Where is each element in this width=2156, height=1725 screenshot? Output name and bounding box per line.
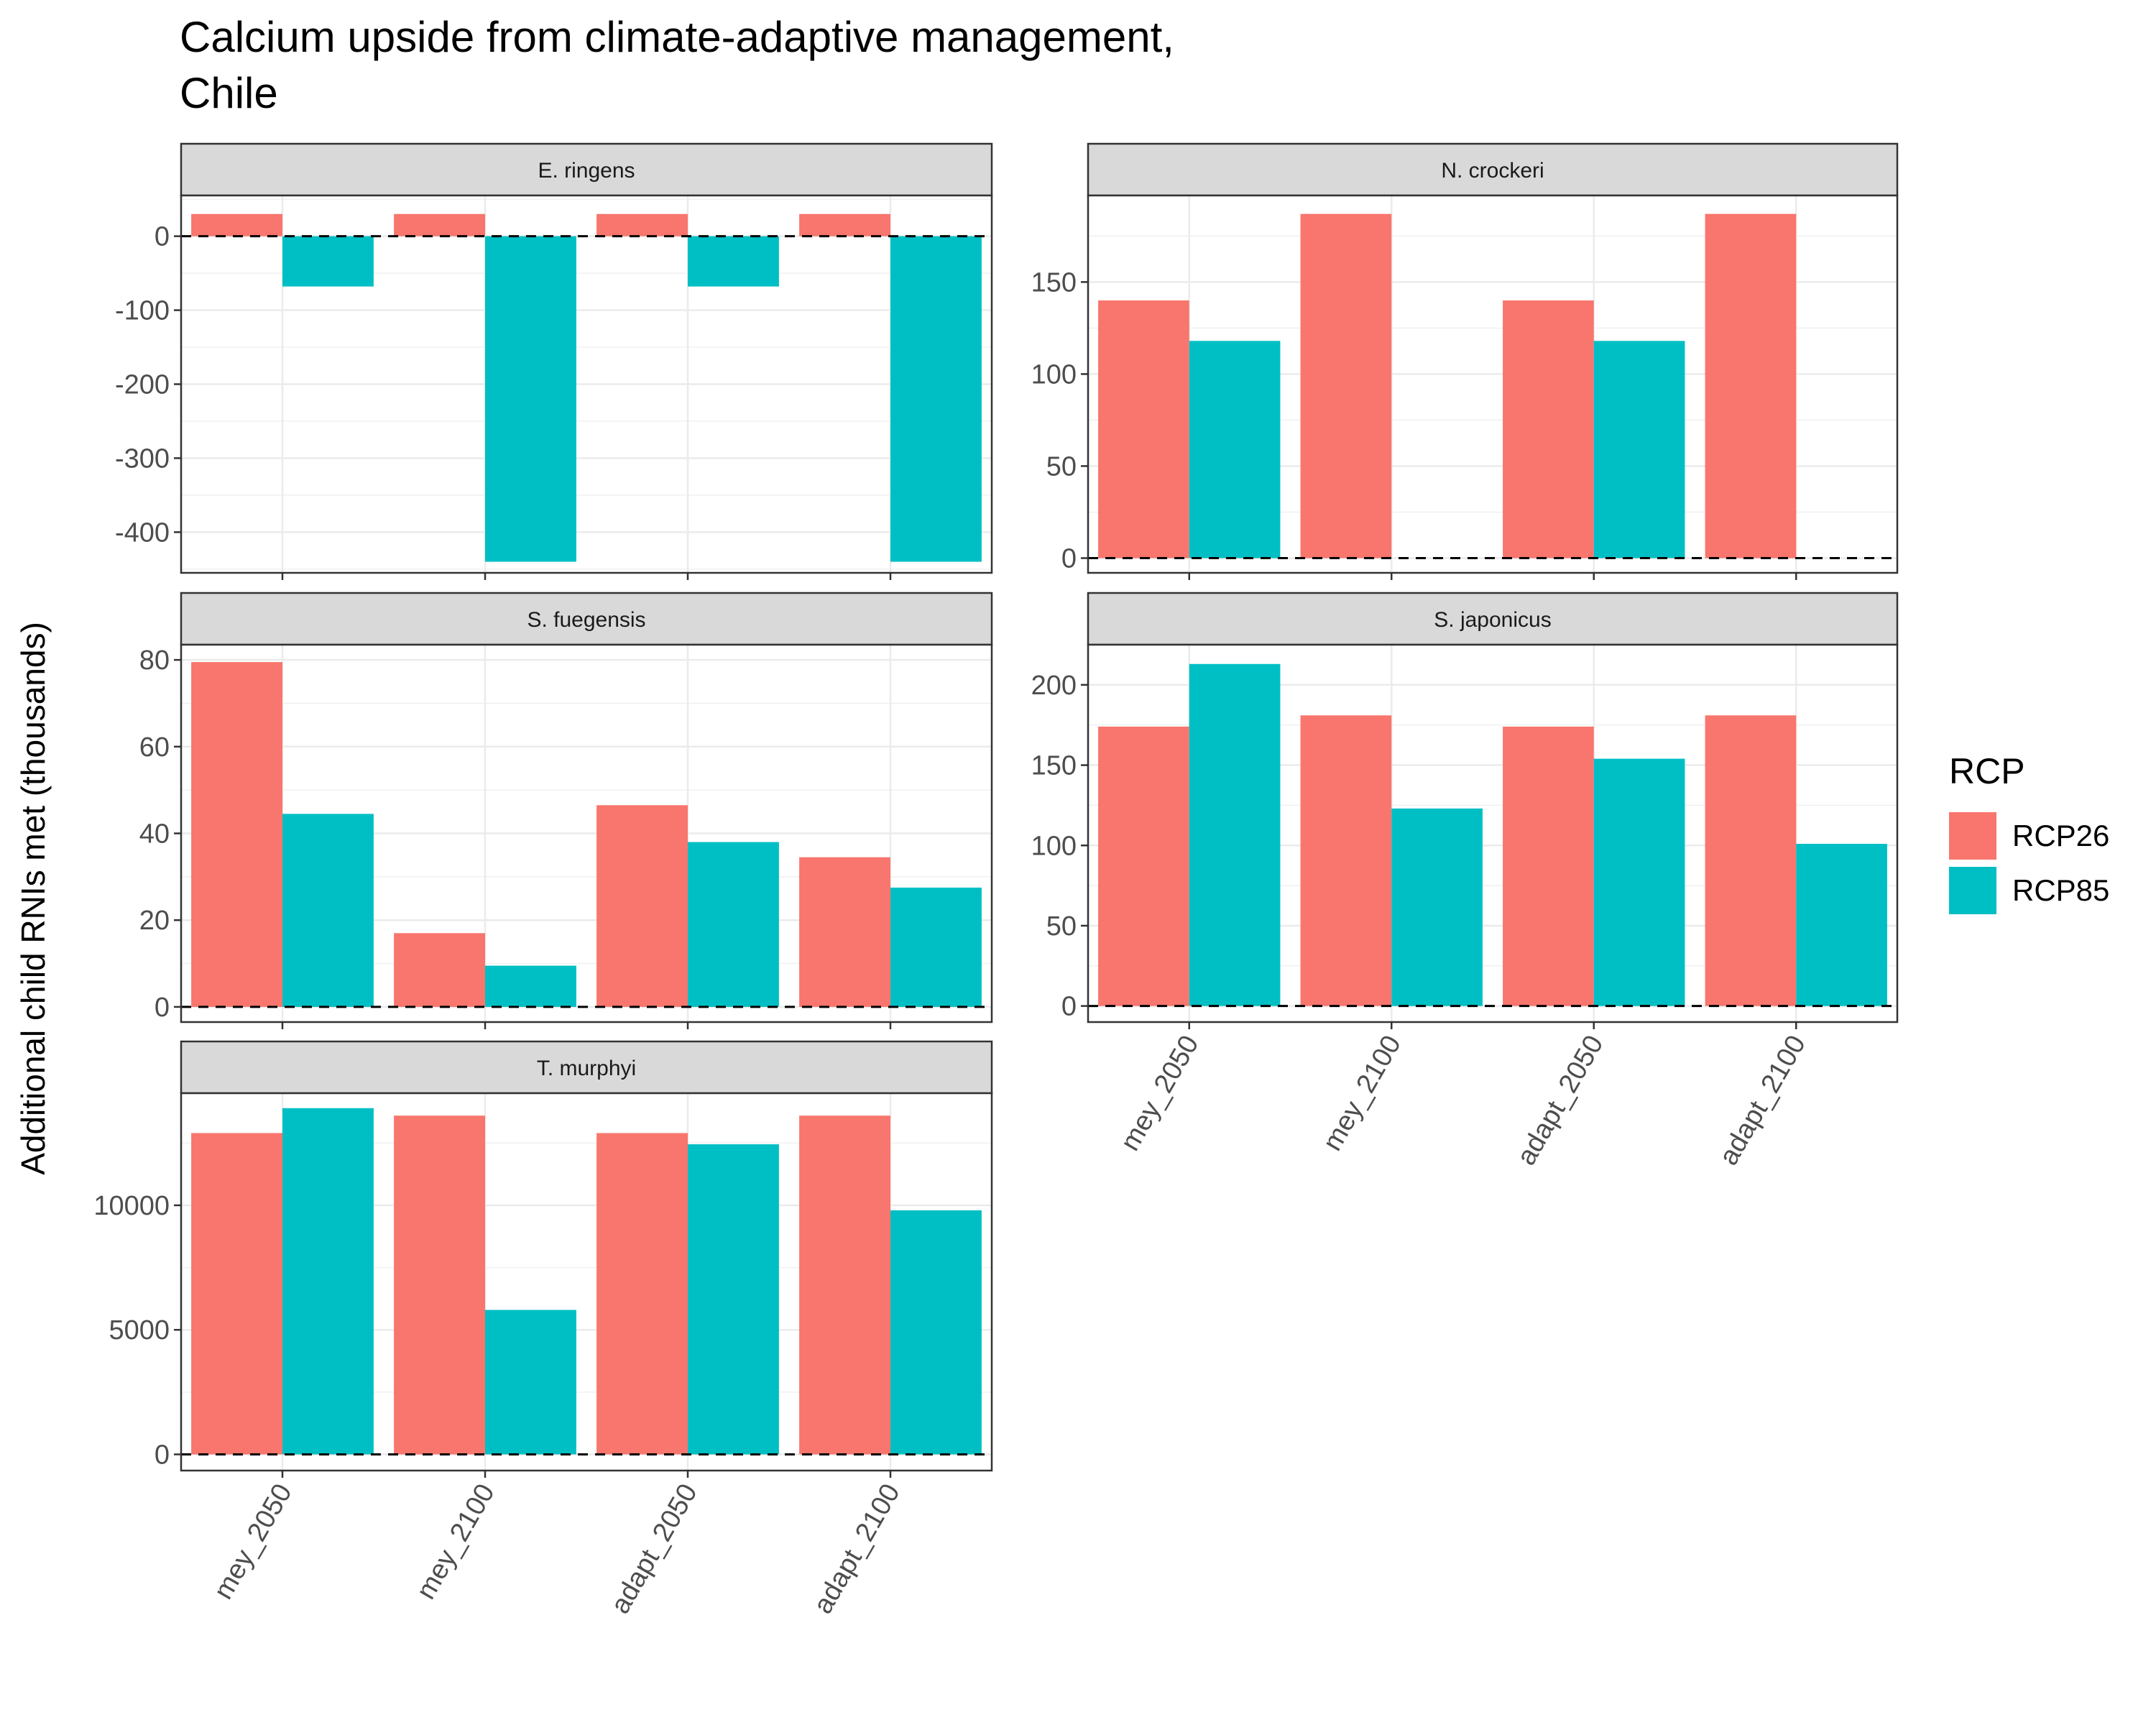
y-tick-label: 200 xyxy=(1031,671,1077,701)
y-tick-label: 80 xyxy=(139,645,170,676)
bar-rcp26 xyxy=(799,213,890,236)
bar-rcp85 xyxy=(1593,341,1685,558)
legend-key-rcp26 xyxy=(1949,812,1996,860)
y-tick-label: -400 xyxy=(115,518,170,548)
facet-strip-label: N. crockeri xyxy=(1441,159,1544,183)
bar-rcp26 xyxy=(1098,726,1189,1006)
bar-rcp26 xyxy=(596,805,688,1007)
y-tick-label: 100 xyxy=(1031,831,1077,861)
bar-rcp26 xyxy=(1503,300,1594,558)
bar-rcp85 xyxy=(282,814,374,1007)
bar-rcp26 xyxy=(191,662,282,1007)
bar-rcp85 xyxy=(1189,341,1281,558)
y-tick-label: 50 xyxy=(1046,451,1077,482)
bar-rcp85 xyxy=(688,1144,779,1455)
y-tick-label: 60 xyxy=(139,732,170,763)
bar-rcp85 xyxy=(282,1108,374,1455)
y-tick-label: 20 xyxy=(139,906,170,936)
facet-strip xyxy=(180,1040,993,1095)
chart-title-line-2: Chile xyxy=(180,69,278,117)
bar-rcp26 xyxy=(394,1116,485,1455)
bar-rcp26 xyxy=(596,1133,688,1455)
bar-rcp85 xyxy=(890,236,982,562)
bar-rcp26 xyxy=(1705,715,1797,1006)
bar-rcp85 xyxy=(1796,844,1887,1006)
facet-panel: E. ringens 0 -100 -200 -300 -400 xyxy=(115,142,993,580)
bar-rcp26 xyxy=(1503,726,1594,1006)
bar-rcp26 xyxy=(394,933,485,1007)
facet-panel: S. fuegensis 0 20 40 60 80 xyxy=(139,592,993,1029)
legend-key-rcp85 xyxy=(1949,867,1996,914)
bar-rcp85 xyxy=(890,887,982,1007)
bar-rcp26 xyxy=(799,857,890,1007)
y-tick-label: 0 xyxy=(155,993,170,1023)
bar-rcp85 xyxy=(1189,663,1281,1006)
y-tick-label: -300 xyxy=(115,443,170,474)
y-tick-label: 0 xyxy=(155,222,170,252)
bar-rcp26 xyxy=(799,1116,890,1455)
bar-rcp85 xyxy=(485,965,576,1007)
bar-rcp26 xyxy=(1300,715,1392,1006)
bar-rcp26 xyxy=(191,1133,282,1455)
bar-rcp26 xyxy=(1098,300,1189,558)
bar-rcp85 xyxy=(282,236,374,287)
legend-label: RCP85 xyxy=(2012,873,2109,907)
y-tick-label: 100 xyxy=(1031,359,1077,390)
y-tick-label: -200 xyxy=(115,370,170,400)
facet-strip-label: S. fuegensis xyxy=(527,608,645,632)
facet-strip xyxy=(180,142,993,197)
panel-border xyxy=(1087,194,1899,574)
bar-rcp26 xyxy=(596,213,688,236)
panel-border xyxy=(1087,643,1899,1024)
bar-rcp26 xyxy=(1300,213,1392,558)
bar-rcp26 xyxy=(394,213,485,236)
bar-rcp85 xyxy=(485,236,576,562)
bar-rcp85 xyxy=(890,1210,982,1455)
y-tick-label: 150 xyxy=(1031,751,1077,781)
bar-rcp85 xyxy=(688,842,779,1007)
bar-rcp85 xyxy=(1391,808,1483,1006)
facet-strip-label: S. japonicus xyxy=(1434,608,1551,632)
bar-rcp26 xyxy=(191,213,282,236)
y-tick-label: 50 xyxy=(1046,911,1077,942)
facet-strip xyxy=(1087,142,1899,197)
chart-title: Calcium upside from climate-adaptive man… xyxy=(180,13,1174,61)
bar-rcp85 xyxy=(688,236,779,287)
legend-title: RCP xyxy=(1949,751,2025,791)
legend-label: RCP26 xyxy=(2012,819,2109,852)
panel-border xyxy=(180,1092,993,1472)
bar-rcp85 xyxy=(1593,758,1685,1006)
facet-panel: N. crockeri 0 50 100 150 xyxy=(1031,142,1899,580)
facet-strip-label: E. ringens xyxy=(538,159,635,183)
y-tick-label: 10000 xyxy=(93,1191,170,1221)
y-tick-label: 0 xyxy=(155,1440,170,1470)
y-tick-label: -100 xyxy=(115,296,170,326)
y-tick-label: 5000 xyxy=(109,1315,170,1346)
y-tick-label: 40 xyxy=(139,819,170,850)
y-tick-label: 0 xyxy=(1061,992,1077,1022)
bar-rcp26 xyxy=(1705,213,1797,558)
y-tick-label: 150 xyxy=(1031,267,1077,298)
y-axis-title: Additional child RNIs met (thousands) xyxy=(14,622,52,1175)
facet-strip-label: T. murphyi xyxy=(537,1057,636,1080)
y-tick-label: 0 xyxy=(1061,544,1077,574)
facet-panels: E. ringens 0 -100 -200 -300 -400 N. crockeri 0 5… xyxy=(93,142,1899,1619)
legend: RCP RCP26 RCP85 xyxy=(1949,751,2109,914)
bar-rcp85 xyxy=(485,1310,576,1455)
